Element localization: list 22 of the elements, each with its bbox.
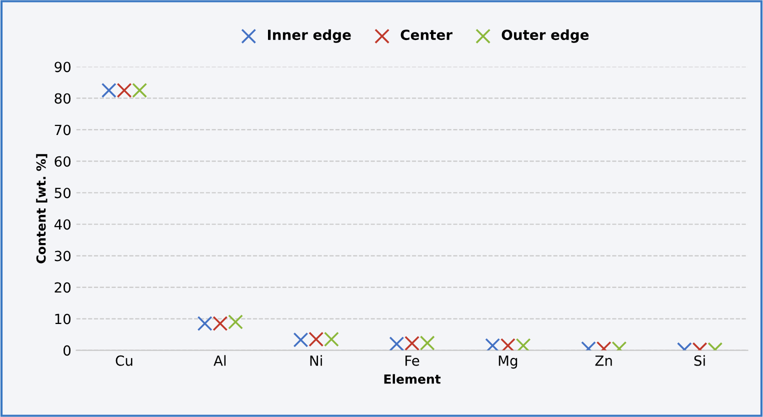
y-axis-title: Content [wt. %] bbox=[36, 154, 48, 264]
y-tick-label: 90 bbox=[54, 62, 71, 72]
x-tick-label: Zn bbox=[595, 356, 612, 366]
x-tick-label: Fe bbox=[406, 356, 420, 366]
x-axis-title: Element bbox=[384, 374, 441, 384]
y-tick-label: 20 bbox=[54, 282, 71, 293]
x-tick-label: Al bbox=[214, 355, 226, 366]
y-tick-label: 30 bbox=[54, 250, 71, 262]
y-tick-label: 70 bbox=[54, 124, 71, 136]
x-tick-label: Mg bbox=[498, 356, 518, 369]
y-tick-label: 10 bbox=[55, 314, 71, 324]
x-tick-label: Ni bbox=[310, 355, 322, 366]
x-tick-label: Si bbox=[694, 355, 705, 366]
legend-label: Inner edge bbox=[268, 29, 351, 43]
y-tick-label: 50 bbox=[54, 188, 71, 198]
legend-label: Outer edge bbox=[502, 29, 589, 43]
y-tick-label: 40 bbox=[54, 219, 71, 230]
x-tick-label: Cu bbox=[116, 355, 132, 366]
y-tick-label: 60 bbox=[54, 156, 71, 167]
legend-label: Center bbox=[400, 30, 452, 40]
y-tick-label: 0 bbox=[64, 345, 71, 356]
y-tick-label: 80 bbox=[54, 93, 71, 104]
